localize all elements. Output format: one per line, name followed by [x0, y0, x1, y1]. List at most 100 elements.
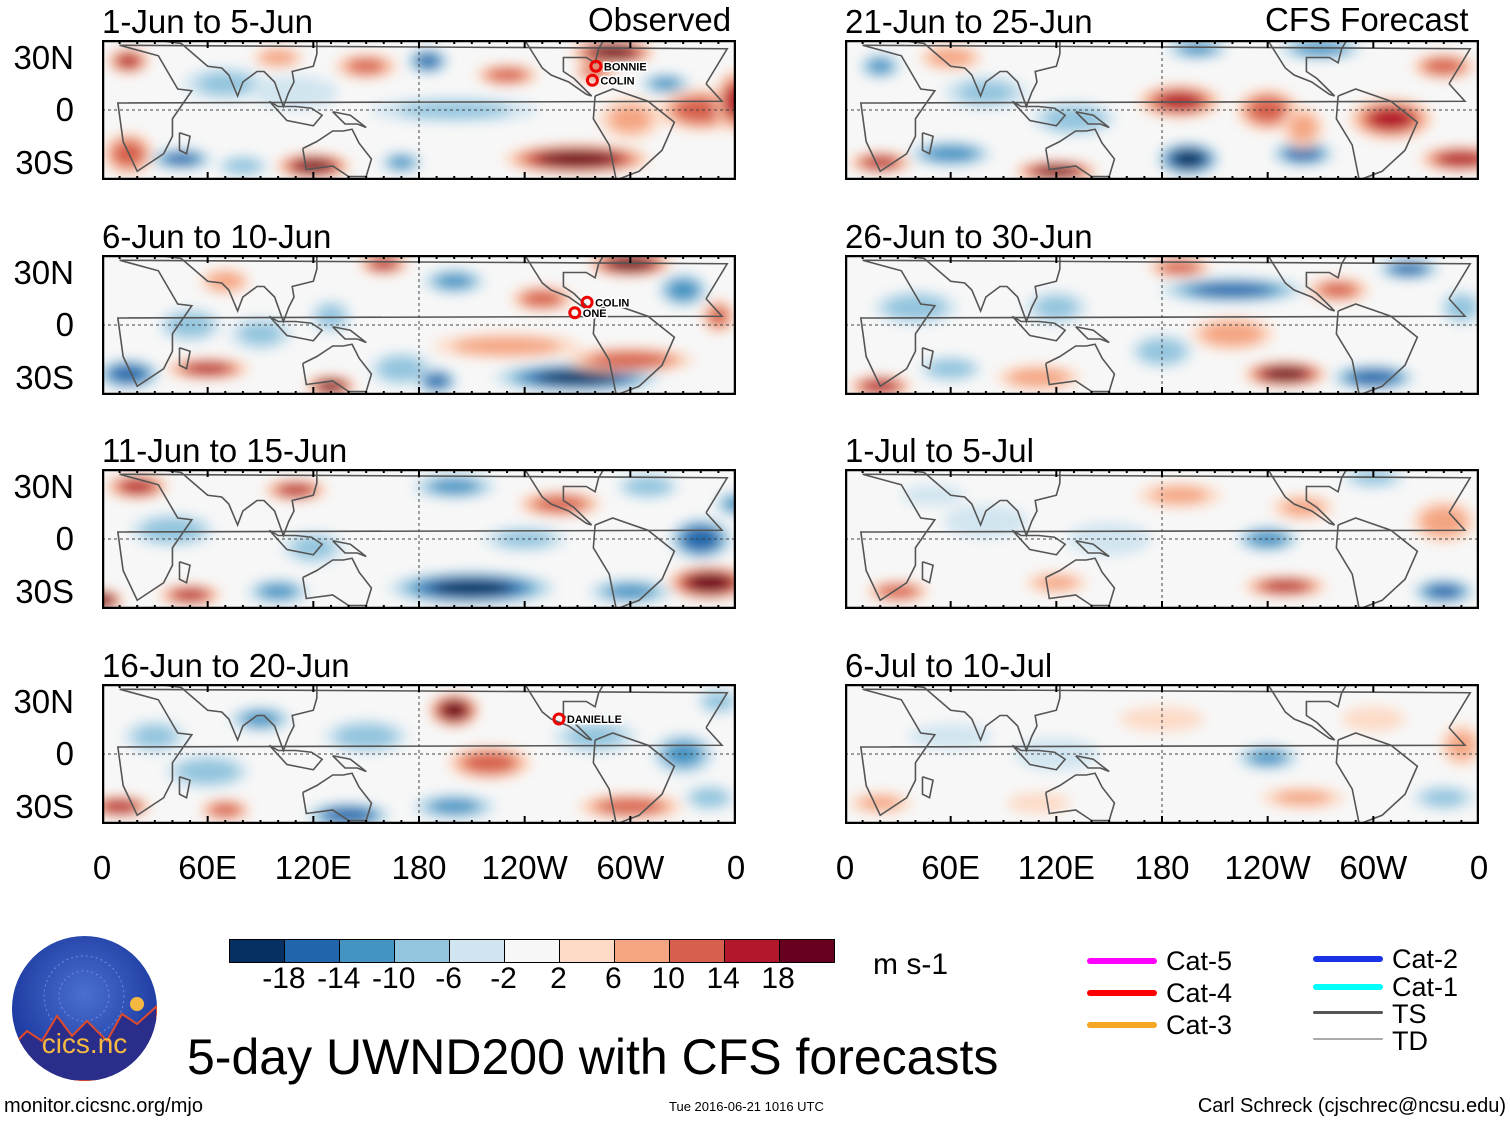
coastline — [301, 128, 373, 178]
panel-title: 11-Jun to 15-Jun — [102, 432, 348, 469]
colorbar-label: 2 — [550, 962, 567, 995]
anomaly-contour — [665, 742, 701, 766]
storm-label: COLIN — [600, 75, 634, 87]
coastline — [859, 688, 1472, 817]
legend-line — [1087, 990, 1157, 996]
anomaly-contour — [597, 798, 664, 815]
coastline — [1044, 557, 1116, 607]
anomaly-contour — [687, 574, 732, 592]
colorbar-swatch — [560, 940, 615, 962]
anomaly-contour — [224, 158, 262, 174]
storm-track — [580, 295, 594, 309]
anomaly-contour — [430, 479, 478, 494]
coastline — [1044, 772, 1116, 822]
lon-label: 120E — [1017, 849, 1095, 886]
anomaly-contour — [533, 496, 587, 512]
anomaly-contour — [1007, 368, 1070, 387]
coastline — [1044, 343, 1116, 393]
anomaly-contour — [690, 788, 729, 807]
anomaly-contour — [1320, 283, 1356, 297]
panel-frame — [845, 469, 1479, 609]
coastline — [116, 473, 729, 602]
coastline — [592, 517, 676, 609]
storm-track — [589, 59, 603, 73]
coastline — [154, 255, 318, 324]
coastline — [859, 473, 1472, 602]
storm-track — [585, 73, 599, 87]
coastline — [897, 40, 1061, 109]
anomaly-contour — [538, 370, 617, 385]
coastline — [332, 754, 367, 773]
coastline — [523, 469, 605, 526]
coastline — [897, 255, 1061, 324]
colorbar-swatch — [395, 940, 450, 962]
storm-label: ONE — [583, 308, 607, 320]
legend-label: Cat-4 — [1166, 978, 1233, 1008]
coastline — [1266, 255, 1348, 312]
legend-label: Cat-1 — [1392, 972, 1459, 1002]
panel-title: 1-Jun to 5-Jun — [102, 3, 313, 40]
lat-label: 30N — [13, 38, 74, 76]
map-panel — [845, 255, 1479, 395]
anomaly-contour — [1172, 150, 1205, 168]
map-panel — [845, 684, 1479, 824]
anomaly-contour — [389, 156, 414, 169]
coastline — [301, 772, 373, 822]
anomaly-contour — [378, 356, 425, 382]
storm-label: BONNIE — [604, 61, 647, 73]
anomaly-contour — [667, 279, 699, 301]
coastline — [332, 539, 367, 558]
colorbar-label: 6 — [605, 962, 622, 995]
anomaly-contour — [591, 352, 670, 368]
lat-label: 30S — [15, 358, 74, 396]
anomaly-contour — [371, 258, 397, 269]
anomaly-contour — [186, 363, 229, 374]
lon-label: 180 — [1134, 849, 1190, 886]
storm-track — [568, 306, 582, 320]
source-url[interactable]: monitor.cicsnc.org/mjo — [4, 1095, 203, 1117]
lat-label: 0 — [55, 520, 74, 557]
coastline — [116, 688, 729, 817]
legend-label: TD — [1392, 1026, 1428, 1056]
coastline — [921, 131, 934, 155]
anomaly-contour — [674, 97, 727, 123]
anomaly-contour — [1288, 113, 1317, 142]
lat-label: 0 — [55, 735, 74, 772]
coastline — [1266, 684, 1348, 741]
panel-title: 16-Jun to 20-Jun — [102, 647, 350, 684]
anomaly-contour — [166, 312, 214, 338]
anomaly-contour — [590, 45, 635, 59]
coastline — [1075, 539, 1110, 558]
anomaly-contour — [924, 145, 977, 162]
coastline — [592, 303, 676, 395]
legend-line — [1313, 984, 1383, 990]
colorbar-label: -18 — [262, 962, 306, 995]
colorbar-swatch — [615, 940, 670, 962]
coastline — [178, 775, 191, 799]
map-panel: DANIELLE — [102, 684, 736, 824]
coastline — [1075, 325, 1110, 344]
coastline — [332, 325, 367, 344]
observed-label: Observed — [588, 1, 732, 38]
author: Carl Schreck (cjschrec@ncsu.edu) — [1197, 1095, 1506, 1117]
units-label: m s-1 — [873, 948, 948, 981]
anomaly-contour — [927, 48, 974, 67]
anomaly-contour — [1179, 42, 1215, 55]
legend-label: Cat-3 — [1166, 1010, 1233, 1040]
anomaly-contour — [1250, 750, 1286, 765]
anomaly-contour — [253, 75, 338, 110]
coastline — [897, 469, 1061, 538]
cics-logo: cics.nc — [12, 936, 157, 1081]
colorbar-label: -10 — [372, 962, 416, 995]
anomaly-contour — [1036, 166, 1077, 177]
lon-label: 0 — [92, 849, 112, 886]
coastline — [1011, 529, 1067, 556]
coastline — [178, 131, 191, 155]
coastline — [897, 684, 1061, 753]
colorbar-swatch — [340, 940, 395, 962]
coastline — [592, 732, 676, 824]
map-panel — [102, 469, 736, 609]
lat-label: 30S — [15, 143, 74, 181]
coastline — [154, 40, 318, 109]
coastline — [116, 44, 729, 173]
